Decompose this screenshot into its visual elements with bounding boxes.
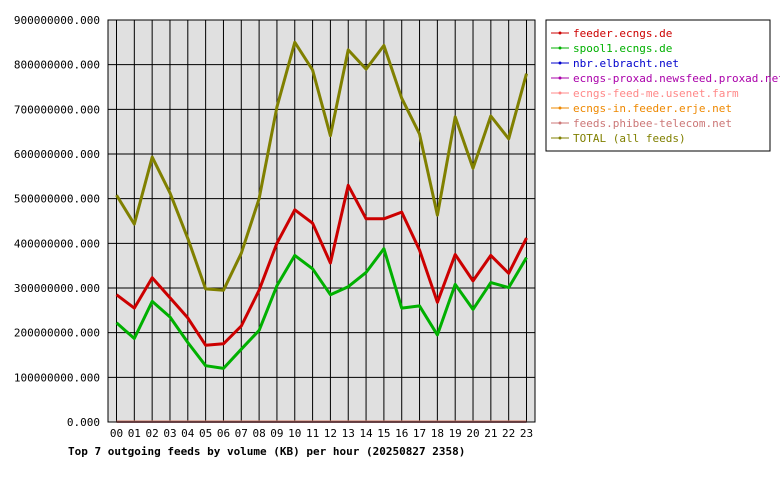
x-tick-label: 03 (163, 427, 176, 440)
x-tick-label: 20 (466, 427, 479, 440)
legend-label: nbr.elbracht.net (573, 57, 679, 70)
x-tick-label: 19 (449, 427, 462, 440)
x-tick-label: 18 (431, 427, 444, 440)
gridlines (108, 20, 535, 422)
x-tick-label: 23 (520, 427, 533, 440)
x-tick-label: 17 (413, 427, 426, 440)
y-tick-label: 300000000.000 (14, 282, 100, 295)
legend-marker (558, 46, 562, 50)
x-axis-ticks: 00 01 02 03 04 05 06 07 08 09 10 11 12 13 14 15 16 17 18 19… (110, 427, 533, 440)
plot-area (108, 20, 535, 422)
y-tick-label: 400000000.000 (14, 237, 100, 250)
legend-label: feeds.phibee-telecom.net (573, 117, 732, 130)
x-tick-label: 02 (146, 427, 159, 440)
legend-label: spool1.ecngs.de (573, 42, 672, 55)
chart-title: Top 7 outgoing feeds by volume (KB) per … (68, 445, 465, 458)
x-tick-label: 05 (199, 427, 212, 440)
x-tick-label: 15 (377, 427, 390, 440)
legend: feeder.ecngs.de spool1.ecngs.de nbr.elbrac… (545, 19, 780, 152)
legend-label: ecngs-proxad.newsfeed.proxad.net (573, 72, 780, 85)
x-tick-label: 06 (217, 427, 230, 440)
x-tick-label: 07 (235, 427, 248, 440)
series-line-spool1-ecngs-de (115, 247, 528, 370)
x-tick-label: 09 (270, 427, 283, 440)
x-tick-label: 12 (324, 427, 337, 440)
y-tick-label: 600000000.000 (14, 148, 100, 161)
x-tick-label: 11 (306, 427, 319, 440)
legend-marker (558, 76, 562, 80)
y-tick-label: 800000000.000 (14, 59, 100, 72)
y-tick-label: 0.000 (67, 416, 100, 429)
x-tick-label: 21 (484, 427, 497, 440)
x-tick-label: 08 (252, 427, 265, 440)
x-tick-label: 00 (110, 427, 123, 440)
y-tick-label: 100000000.000 (14, 371, 100, 384)
y-tick-label: 500000000.000 (14, 193, 100, 206)
y-tick-label: 200000000.000 (14, 327, 100, 340)
legend-label: TOTAL (all feeds) (573, 132, 686, 145)
x-tick-label: 22 (502, 427, 515, 440)
y-axis-ticks: 0.000 100000000.000 200000000.000 300000000… (14, 14, 100, 429)
x-tick-label: 16 (395, 427, 408, 440)
x-tick-label: 01 (128, 427, 141, 440)
series-line-feeder-ecngs-de (115, 183, 528, 347)
x-tick-label: 10 (288, 427, 301, 440)
legend-marker (558, 106, 562, 110)
legend-marker (558, 91, 562, 95)
legend-label: ecngs-in.feeder.erje.net (573, 102, 732, 115)
legend-box (545, 19, 771, 152)
legend-marker (558, 61, 562, 65)
legend-marker (558, 136, 562, 140)
y-tick-label: 700000000.000 (14, 103, 100, 116)
legend-marker (558, 31, 562, 35)
legend-marker (558, 121, 562, 125)
x-tick-label: 13 (342, 427, 355, 440)
x-tick-label: 04 (181, 427, 195, 440)
plot-frame (107, 19, 536, 423)
legend-label: feeder.ecngs.de (573, 27, 672, 40)
y-tick-label: 900000000.000 (14, 14, 100, 27)
legend-label: ecngs-feed-me.usenet.farm (573, 87, 739, 100)
x-tick-label: 14 (359, 427, 373, 440)
series-line-total-all-feeds (115, 40, 528, 292)
